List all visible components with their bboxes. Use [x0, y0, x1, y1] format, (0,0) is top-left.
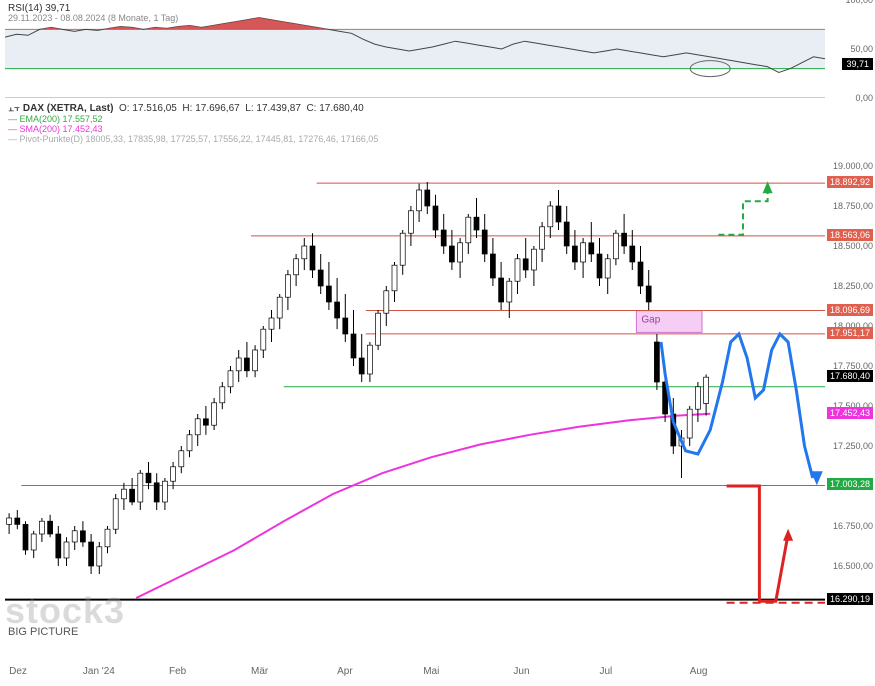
ohlc-high: 17.696,67 [195, 103, 240, 114]
price-level-label: 17.951,17 [827, 327, 873, 339]
xaxis: Dez Jan '24 Feb Mär Apr Mai Jun Jul Aug [5, 666, 825, 684]
rsi-ytick: 100,00 [845, 0, 873, 5]
price-level-label: 16.290,19 [827, 593, 873, 605]
chart-container: RSI(14) 39,71 29.11.2023 - 08.08.2024 (8… [0, 0, 875, 686]
price-ytick: 19.000,00 [833, 161, 873, 171]
price-header: ⫠⫟ DAX (XETRA, Last) O: 17.516,05 H: 17.… [8, 103, 364, 114]
ohlc-low: 17.439,87 [256, 103, 301, 114]
xtick: Mai [423, 666, 439, 677]
xtick: Jan '24 [83, 666, 115, 677]
indicator-line: — EMA(200) 17.557,52 [8, 114, 103, 124]
price-ytick: 18.500,00 [833, 241, 873, 251]
price-ytick: 18.250,00 [833, 281, 873, 291]
price-level-label: 17.680,40 [827, 370, 873, 382]
rsi-current-value-label: 39,71 [842, 58, 873, 70]
ohlc-close: 17.680,40 [319, 103, 364, 114]
price-level-label: 17.003,28 [827, 478, 873, 490]
price-level-label: 18.563,06 [827, 229, 873, 241]
svg-text:Gap: Gap [641, 315, 660, 326]
rsi-subtitle: 29.11.2023 - 08.08.2024 (8 Monate, 1 Tag… [8, 13, 178, 23]
xtick: Jul [600, 666, 613, 677]
indicator-line: — Pivot-Punkte(D) 18005,33, 17835,98, 17… [8, 134, 378, 144]
price-level-label: 17.452,43 [827, 407, 873, 419]
xtick: Jun [513, 666, 529, 677]
symbol-name: DAX (XETRA, Last) [23, 103, 114, 114]
xtick: Apr [337, 666, 353, 677]
xtick: Feb [169, 666, 186, 677]
price-ytick: 16.500,00 [833, 561, 873, 571]
xtick: Aug [690, 666, 708, 677]
price-plot: Gap [5, 100, 825, 660]
price-ytick: 17.250,00 [833, 441, 873, 451]
ohlc-open: 17.516,05 [132, 103, 177, 114]
xtick: Mär [251, 666, 268, 677]
price-level-label: 18.096,69 [827, 304, 873, 316]
rsi-ytick: 50,00 [850, 44, 873, 54]
price-level-label: 18.892,92 [827, 176, 873, 188]
candlestick-icon: ⫠⫟ [8, 103, 23, 114]
xtick: Dez [9, 666, 27, 677]
price-panel: ⫠⫟ DAX (XETRA, Last) O: 17.516,05 H: 17.… [5, 100, 825, 660]
big-picture-label: BIG PICTURE [8, 626, 78, 638]
price-ytick: 18.750,00 [833, 201, 873, 211]
indicator-line: — SMA(200) 17.452,43 [8, 124, 103, 134]
rsi-panel: RSI(14) 39,71 29.11.2023 - 08.08.2024 (8… [5, 0, 825, 98]
price-ytick: 16.750,00 [833, 521, 873, 531]
rsi-yaxis: 0,0050,00100,00 [827, 0, 875, 98]
